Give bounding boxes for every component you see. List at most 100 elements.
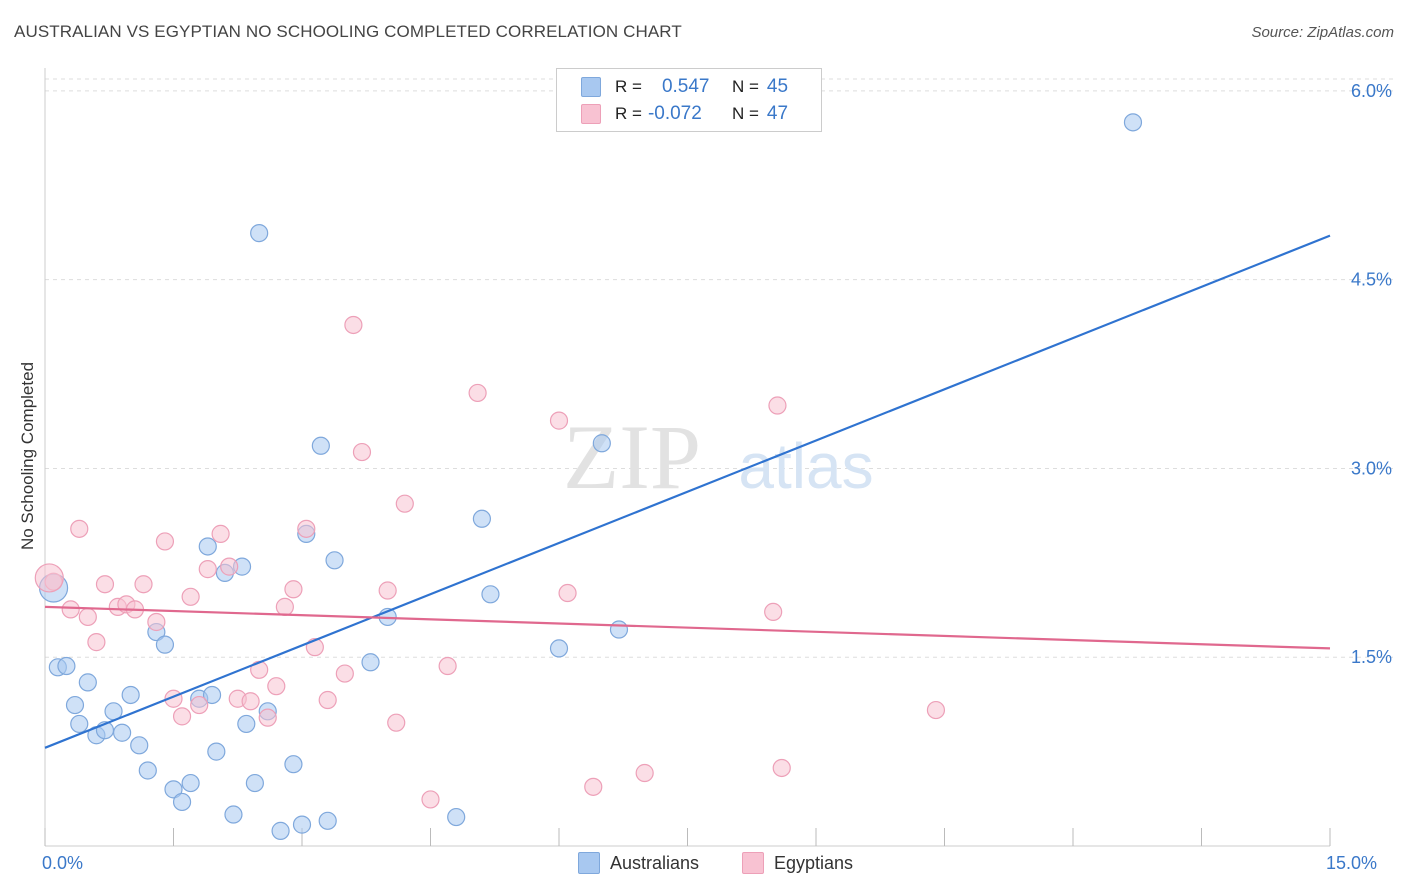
australians-label: Australians [610,852,700,873]
australian-point [181,773,200,793]
egyptian-point [87,633,106,652]
australian-point [245,773,264,793]
egyptian-point [297,519,316,538]
egyptian-point [764,602,783,622]
legend-r-value: -0.072 [647,103,702,124]
egyptian-point [70,519,89,538]
egyptian-point [78,607,97,627]
bottom-legend-australians: Australians [578,852,699,874]
australian-point [325,551,344,570]
egyptian-point [549,411,569,430]
australian-point [202,685,222,705]
egyptian-point [344,315,363,335]
egyptian-point [468,383,487,403]
egyptian-point [258,708,277,727]
australian-point [361,653,380,672]
legend-n-value: 45 [766,76,789,97]
egyptian-point [241,692,260,711]
australian-point [250,223,269,243]
egyptian-point [584,777,603,796]
australian-point [549,639,569,658]
source-label: Source: ZipAtlas.com [1251,24,1394,41]
egyptian-point [318,690,337,710]
watermark-zip: ZIP [563,406,701,508]
egyptian-point [220,557,239,576]
australian-point [237,714,256,734]
egyptian-point [61,600,80,619]
australian-point [284,755,303,774]
australian-point [112,723,132,742]
legend-n-value: 47 [766,103,789,124]
egyptian-point [395,494,414,513]
australian-point [130,736,149,755]
australian-point [1123,113,1143,132]
australian-point [472,509,491,528]
australians-swatch [578,852,600,874]
australian-point [292,815,312,834]
x-tick-label-min: 0.0% [42,853,84,873]
egyptian-point [198,560,217,579]
australian-point [155,635,175,654]
australian-point [481,585,500,604]
australian-point [198,537,217,556]
australian-point [447,807,466,827]
australian-point [164,780,183,799]
chart-title: AUSTRALIAN VS EGYPTIAN NO SCHOOLING COMP… [14,22,682,41]
y-tick-label: 1.5% [1351,647,1392,667]
egyptian-point [190,695,209,715]
egyptian-point [267,677,286,696]
australians-trendline [44,234,1331,749]
legend-r-label: R = [615,77,642,96]
egyptian-point [34,563,64,593]
australian-point [609,620,629,639]
egyptian-point [387,713,406,732]
australian-point [57,656,76,676]
bottom-legend-egyptians: Egyptians [742,852,853,874]
egyptian-point [172,707,192,726]
egyptian-point [768,396,787,415]
legend-r-value: 0.547 [661,76,710,97]
egyptian-point [352,442,372,462]
egyptian-point [181,587,200,606]
egyptian-point [134,575,153,594]
egyptian-point [275,597,294,616]
egyptian-point [211,524,230,543]
egyptian-point [421,790,440,809]
egyptian-point [378,581,397,600]
australian-point [78,673,97,692]
legend-row-australians: R = 0.547 N = 45 [581,74,788,100]
x-tick-label-max: 15.0% [1326,853,1378,873]
australian-point [318,811,337,830]
egyptians-label: Egyptians [774,852,854,873]
egyptian-point [772,758,791,778]
egyptian-point [438,656,457,676]
legend-r-label: R = [615,104,642,123]
australian-point [121,685,140,705]
correlation-legend: R = 0.547 N = 45 R = -0.072 N = 47 [556,68,822,132]
egyptian-point [926,700,946,720]
y-axis-title: No Schooling Completed [18,361,37,551]
australian-point [172,792,192,812]
egyptian-point [155,532,175,551]
australian-point [271,821,290,840]
watermark-atlas: atlas [738,430,873,502]
legend-swatch-blue [581,77,601,97]
egyptian-point [558,583,577,603]
y-tick-label: 6.0% [1351,81,1392,101]
y-tick-label: 4.5% [1351,270,1392,290]
australian-point [592,434,611,453]
australian-point [65,695,85,715]
egyptian-point [147,612,166,632]
egyptian-point [335,664,354,683]
australian-point [311,436,330,455]
y-tick-label: 3.0% [1351,458,1392,478]
egyptians-swatch [742,852,764,874]
egyptians-trendline [44,605,1331,650]
australian-point [70,714,89,734]
australian-point [138,761,157,780]
australian-point [207,742,226,761]
australian-point [224,805,243,824]
legend-n-label: N = [731,77,759,96]
egyptian-point [284,580,303,599]
